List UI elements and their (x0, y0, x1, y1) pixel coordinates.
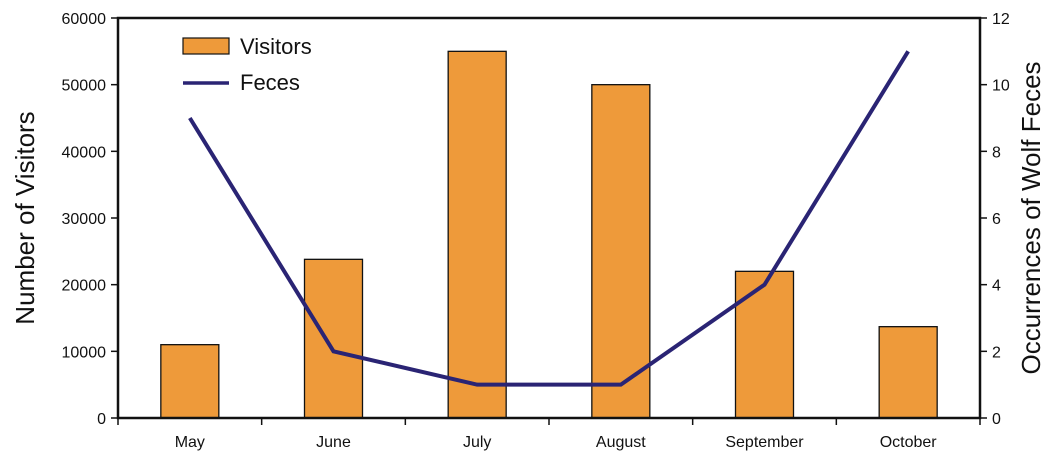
x-tick-label-october: October (880, 434, 938, 451)
feces-line (188, 50, 910, 387)
left-tick-label: 30000 (62, 211, 107, 228)
y-axis-title-right: Occurrences of Wolf Feces (1016, 61, 1046, 374)
bars-layer (160, 50, 938, 419)
right-axis-ticks: 0 2 4 6 8 10 12 (980, 11, 1010, 428)
bar-october (878, 326, 938, 419)
bar-june (303, 258, 364, 419)
right-tick-label: 10 (992, 78, 1010, 95)
left-tick-label: 60000 (62, 11, 107, 28)
left-tick-label: 0 (97, 411, 106, 428)
x-tick-label-may: May (175, 434, 205, 451)
x-tick-label-september: September (725, 434, 804, 451)
x-tick-label-july: July (463, 434, 491, 451)
right-tick-label: 8 (992, 144, 1001, 161)
left-tick-label: 10000 (62, 344, 107, 361)
legend-feces-label: Feces (240, 70, 300, 95)
line-layer (188, 50, 910, 387)
x-axis-ticks: May June July August September October (117, 418, 981, 451)
bar-july (447, 50, 507, 419)
bar-may (160, 344, 220, 419)
right-tick-label: 12 (992, 11, 1010, 28)
legend-visitors-swatch (182, 37, 230, 55)
x-tick-label-june: June (316, 434, 351, 451)
left-tick-label: 20000 (62, 278, 107, 295)
bar-august (591, 84, 651, 419)
x-tick-label-august: August (596, 434, 646, 451)
right-tick-label: 2 (992, 344, 1001, 361)
right-tick-label: 6 (992, 211, 1001, 228)
legend-visitors-label: Visitors (240, 34, 312, 59)
y-axis-title-left: Number of Visitors (10, 111, 40, 324)
right-tick-label: 4 (992, 278, 1001, 295)
right-tick-label: 0 (992, 411, 1001, 428)
legend: Visitors Feces (182, 34, 312, 95)
left-tick-label: 50000 (62, 78, 107, 95)
bar-september (734, 270, 795, 419)
left-tick-label: 40000 (62, 144, 107, 161)
left-axis-ticks: 0 10000 20000 30000 40000 50000 60000 (62, 11, 118, 428)
